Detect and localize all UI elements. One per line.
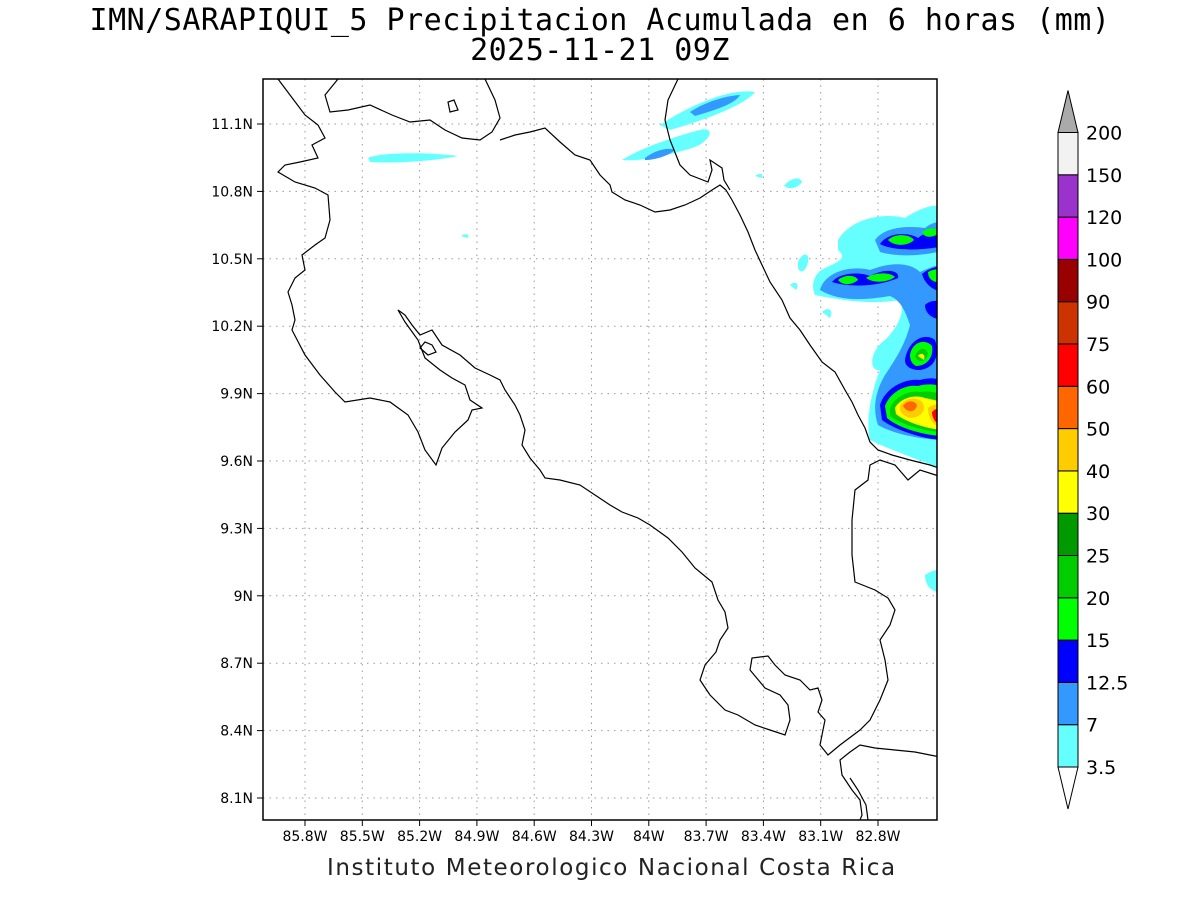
y-tick-label: 10.5N (211, 252, 253, 268)
colorbar-label: 25 (1086, 546, 1110, 568)
colorbar-label: 30 (1086, 503, 1110, 525)
colorbar-label: 12.5 (1086, 672, 1128, 694)
colorbar-label: 40 (1086, 461, 1110, 483)
colorbar-label: 75 (1086, 334, 1110, 356)
colorbar-swatch (1057, 555, 1079, 599)
footer-credit: Instituto Meteorologico Nacional Costa R… (327, 855, 897, 881)
colorbar-upper-arrow (1057, 90, 1079, 133)
colorbar-swatch (1057, 258, 1079, 303)
colorbar-swatch (1057, 724, 1079, 768)
x-tick-label: 85.2W (397, 829, 442, 845)
x-tick-label: 83.1W (798, 829, 843, 845)
colorbar-label: 3.5 (1086, 757, 1116, 779)
x-tick-label: 85.5W (340, 829, 385, 845)
colorbar-label: 20 (1086, 588, 1110, 610)
colorbar-swatch (1057, 216, 1079, 260)
x-tick-label: 84.3W (569, 829, 614, 845)
colorbar-label: 50 (1086, 419, 1110, 441)
map-gridlines (263, 79, 937, 820)
colorbar-swatch (1057, 132, 1079, 176)
y-tick-label: 9.3N (220, 521, 253, 537)
y-tick-label: 8.7N (220, 656, 253, 672)
x-tick-label: 83.7W (684, 829, 729, 845)
colorbar-label: 120 (1086, 207, 1122, 229)
coastline (277, 79, 937, 820)
colorbar-swatch (1057, 681, 1079, 726)
y-tick-label: 8.1N (220, 791, 253, 807)
colorbar-label: 15 (1086, 630, 1110, 652)
y-tick-label: 9N (234, 589, 253, 605)
y-tick-label: 11.1N (211, 117, 253, 133)
colorbar-label: 200 (1086, 123, 1122, 145)
x-tick-label: 84W (633, 829, 665, 845)
longitude-axis: 85.8W 85.5W 85.2W 84.9W 84.6W 84.3W 84W 83.7W 83… (282, 820, 901, 845)
colorbar-label: 150 (1086, 165, 1122, 187)
x-tick-label: 84.6W (512, 829, 557, 845)
map-frame (262, 78, 938, 821)
colorbar-lower-arrow (1057, 766, 1079, 810)
y-tick-label: 8.4N (220, 724, 253, 740)
colorbar-label: 7 (1086, 715, 1098, 737)
colorbar-swatch (1057, 385, 1079, 430)
colorbar-legend: 3.5 7 12.5 15 20 25 30 40 50 60 75 90 100 120 150 200 (1057, 90, 1128, 810)
colorbar-label: 60 (1086, 376, 1110, 398)
colorbar-label: 100 (1086, 249, 1122, 271)
y-tick-label: 9.9N (220, 387, 253, 403)
colorbar-swatch (1057, 470, 1079, 514)
colorbar-swatch (1057, 343, 1079, 387)
colorbar-swatch (1057, 597, 1079, 641)
y-tick-label: 10.8N (211, 184, 253, 200)
colorbar-swatch (1057, 301, 1079, 345)
x-tick-label: 85.8W (282, 829, 327, 845)
x-tick-label: 82.8W (855, 829, 900, 845)
colorbar-swatch (1057, 174, 1079, 218)
chart-title: IMN/SARAPIQUI_5 Precipitacion Acumulada … (89, 3, 1111, 38)
x-tick-label: 84.9W (454, 829, 499, 845)
chart-datetime: 2025-11-21 09Z (470, 33, 730, 68)
colorbar-swatch (1057, 512, 1079, 557)
y-tick-label: 9.6N (220, 454, 253, 470)
colorbar-swatch (1057, 428, 1079, 472)
y-tick-label: 10.2N (211, 319, 253, 335)
precipitation-field (368, 91, 937, 592)
colorbar-swatch (1057, 639, 1079, 683)
colorbar-label: 90 (1086, 292, 1110, 314)
x-tick-label: 83.4W (741, 829, 786, 845)
latitude-axis: 11.1N 10.8N 10.5N 10.2N 9.9N 9.6N 9.3N 9N 8.7N 8.… (211, 117, 263, 807)
